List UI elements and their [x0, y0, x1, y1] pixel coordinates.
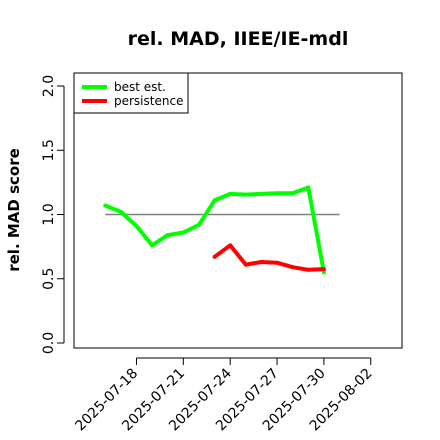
data-point — [196, 222, 201, 227]
plot-frame — [73, 72, 403, 349]
legend-label: persistence — [114, 94, 183, 108]
data-point — [118, 209, 123, 214]
series-line — [213, 243, 324, 272]
data-point — [321, 270, 326, 275]
chart-title: rel. MAD, IIEE/IE-mdl — [128, 28, 349, 50]
data-point — [212, 198, 217, 203]
series-best-est — [103, 185, 326, 275]
y-tick-label: 1.5 — [41, 139, 57, 161]
data-point — [290, 191, 295, 196]
data-point — [243, 192, 248, 197]
data-point — [134, 224, 139, 229]
data-point — [321, 267, 326, 272]
y-tick-label: 0.5 — [41, 268, 57, 290]
y-tick-label: 0.0 — [41, 332, 57, 354]
data-point — [103, 203, 108, 208]
legend-label: best est. — [114, 80, 166, 94]
y-tick-label: 2.0 — [41, 75, 57, 97]
data-point — [275, 260, 280, 265]
legend-box — [73, 72, 189, 114]
y-axis-label: rel. MAD score — [5, 148, 23, 272]
data-point — [228, 243, 233, 248]
series-persistence — [212, 243, 326, 272]
legend: best est.persistence — [73, 72, 189, 114]
data-point — [150, 243, 155, 248]
data-point — [181, 230, 186, 235]
data-point — [259, 260, 264, 265]
data-point — [290, 265, 295, 270]
data-point — [306, 185, 311, 190]
data-point — [275, 191, 280, 196]
data-point — [228, 191, 233, 196]
y-tick-label: 1.0 — [41, 203, 57, 225]
axes: 0.00.51.01.52.02025-07-182025-07-212025-… — [41, 75, 376, 435]
data-point — [212, 254, 217, 259]
data-point — [243, 262, 248, 267]
series-layer — [103, 185, 326, 275]
data-point — [306, 267, 311, 272]
data-point — [259, 191, 264, 196]
data-point — [165, 233, 170, 238]
